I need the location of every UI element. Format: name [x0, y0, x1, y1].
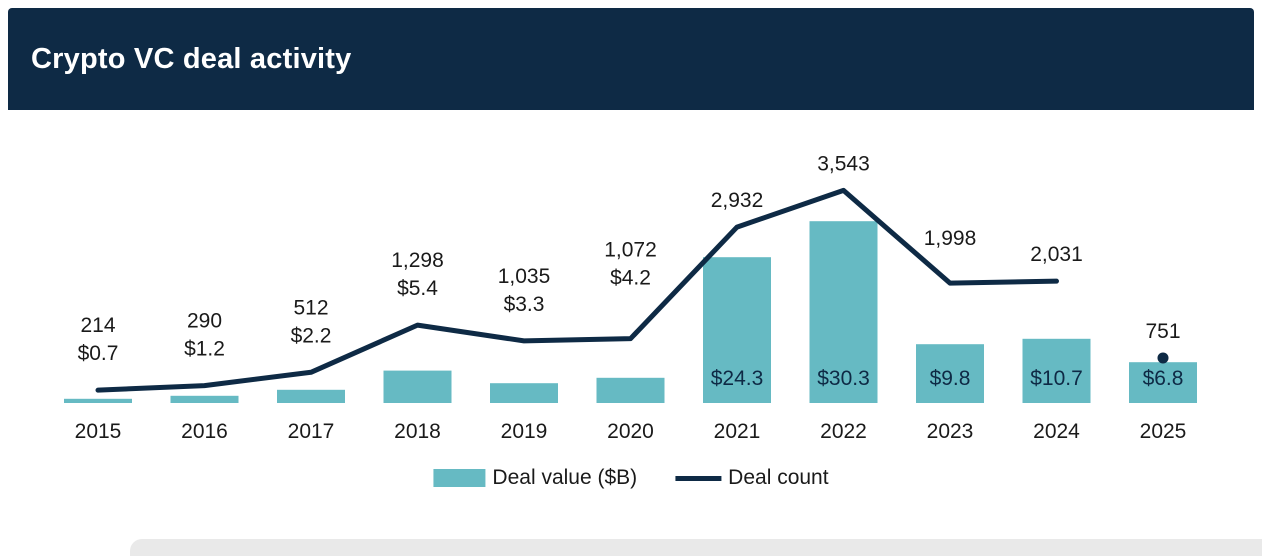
- deal-value-bar: [277, 389, 345, 403]
- year-label: 2015: [75, 420, 122, 443]
- deal-value-bar: [596, 377, 665, 403]
- deal-value-label: $3.3: [504, 293, 545, 316]
- deal-value-bar: [1022, 338, 1091, 403]
- year-label: 2022: [820, 420, 867, 443]
- deal-count-label: 512: [293, 296, 328, 319]
- deal-count-label: 290: [187, 310, 222, 333]
- deal-value-bar: [383, 370, 452, 403]
- deal-value-bar: [916, 344, 984, 403]
- deal-count-label: 1,998: [924, 227, 977, 250]
- deal-value-label: $5.4: [397, 277, 438, 300]
- chart-legend: Deal value ($B) Deal count: [433, 466, 829, 490]
- chart-header: Crypto VC deal activity: [8, 8, 1254, 110]
- deal-count-label: 2,031: [1030, 243, 1083, 266]
- deal-count-label: 2,932: [711, 189, 764, 212]
- year-label: 2025: [1140, 420, 1187, 443]
- next-section-edge: [130, 539, 1262, 556]
- year-label: 2018: [394, 420, 441, 443]
- legend-item-deal-count: Deal count: [675, 466, 829, 490]
- deal-count-line-icon: [675, 475, 722, 481]
- deal-count-label: 1,072: [604, 239, 657, 262]
- legend-label-deal-value: Deal value ($B): [492, 466, 638, 489]
- deal-count-label: 214: [80, 314, 115, 337]
- deal-value-label: $10.7: [1030, 367, 1083, 390]
- deal-value-label: $0.7: [78, 342, 119, 365]
- deal-value-bar: [1129, 362, 1197, 403]
- deal-value-bar: [490, 383, 558, 403]
- deal-count-label: 751: [1145, 320, 1180, 343]
- year-label: 2016: [181, 420, 228, 443]
- deal-value-bar: [170, 395, 239, 403]
- legend-label-deal-count: Deal count: [728, 466, 829, 489]
- deal-value-label: $30.3: [817, 367, 870, 390]
- page-title: Crypto VC deal activity: [31, 43, 352, 75]
- year-label: 2021: [714, 420, 761, 443]
- deal-value-bar: [703, 257, 771, 403]
- deal-count-label: 1,298: [391, 249, 444, 272]
- deal-count-dot: [1157, 352, 1169, 364]
- deal-value-bar: [64, 398, 132, 403]
- deal-count-label: 1,035: [498, 265, 551, 288]
- deal-count-line: [95, 187, 1059, 393]
- deal-value-label: $24.3: [711, 367, 764, 390]
- deal-value-label: $4.2: [610, 267, 651, 290]
- year-label: 2020: [607, 420, 654, 443]
- deal-value-label: $2.2: [291, 324, 332, 347]
- deal-count-label: 3,543: [817, 152, 870, 175]
- legend-item-deal-value: Deal value ($B): [433, 466, 637, 490]
- deal-value-label: $6.8: [1143, 367, 1184, 390]
- year-label: 2017: [288, 420, 335, 443]
- deal-value-bar: [809, 221, 878, 403]
- deal-value-swatch-icon: [433, 469, 486, 487]
- year-label: 2023: [927, 420, 974, 443]
- deal-activity-chart: 214 $0.7 2015 290 $1.2 2016 512 $2.2 2017 1,298 $5…: [64, 152, 1197, 443]
- deal-value-label: $9.8: [930, 367, 971, 390]
- year-label: 2024: [1033, 420, 1080, 443]
- deal-value-label: $1.2: [184, 338, 225, 361]
- year-label: 2019: [501, 420, 548, 443]
